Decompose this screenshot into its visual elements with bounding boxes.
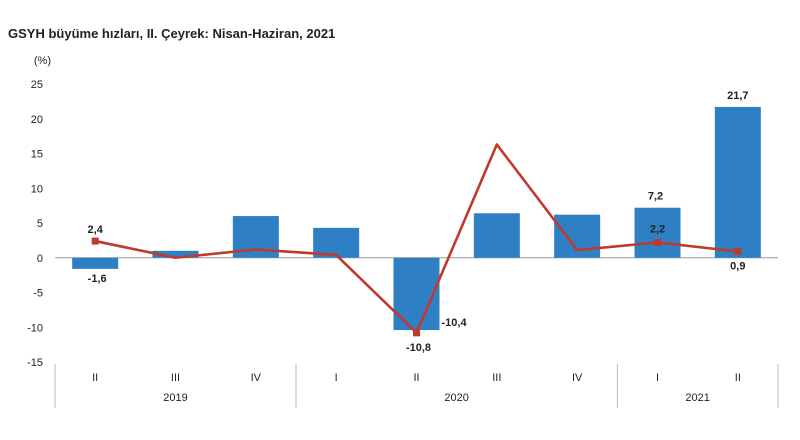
bar-value-label: -10,4: [442, 317, 468, 329]
bar-series: [72, 106, 761, 331]
data-labels: -1,6 -10,4 7,2 21,7 2,4 -10,8 2,2 0,9: [88, 90, 749, 354]
line-value-label: -10,8: [406, 342, 431, 354]
y-tick-label: -5: [33, 288, 43, 300]
line-series: [91, 143, 742, 337]
year-label: 2020: [444, 392, 468, 404]
bar: [473, 213, 520, 258]
y-tick-label: 25: [31, 79, 43, 91]
y-tick-label: 10: [31, 183, 43, 195]
x-tick-label: IV: [251, 372, 262, 384]
line-marker: [413, 329, 420, 337]
bar-value-label: -1,6: [88, 273, 107, 285]
line-value-label: 2,4: [88, 224, 104, 236]
bar-value-label: 21,7: [727, 90, 748, 102]
year-label: 2021: [685, 392, 709, 404]
y-tick-label: -10: [27, 322, 43, 334]
bar: [152, 250, 199, 258]
y-tick-label: 20: [31, 114, 43, 126]
bar-value-label: 7,2: [648, 191, 663, 203]
line-marker: [734, 247, 742, 255]
y-tick-label: -15: [27, 357, 43, 369]
x-tick-label: I: [656, 372, 659, 384]
line-value-label: 0,9: [730, 260, 745, 272]
x-tick-label: III: [492, 372, 501, 384]
y-axis-unit-label: (%): [34, 55, 51, 67]
x-tick-label: I: [335, 372, 338, 384]
bar: [634, 207, 681, 258]
year-label: 2019: [163, 392, 187, 404]
line-value-label: 2,2: [650, 223, 665, 235]
x-tick-label: IV: [572, 372, 583, 384]
line-marker: [91, 237, 99, 245]
y-tick-label: 0: [37, 253, 43, 265]
line-marker: [654, 238, 661, 246]
bar: [714, 106, 761, 258]
x-tick-label: II: [735, 372, 741, 384]
chart-title: GSYH büyüme hızları, II. Çeyrek: Nisan-H…: [8, 26, 336, 41]
y-tick-label: 15: [31, 149, 43, 161]
x-tick-label: II: [92, 372, 98, 384]
x-tick-label: III: [171, 372, 180, 384]
y-tick-label: 5: [37, 218, 43, 230]
bar: [72, 257, 119, 269]
x-tick-label: II: [413, 372, 419, 384]
